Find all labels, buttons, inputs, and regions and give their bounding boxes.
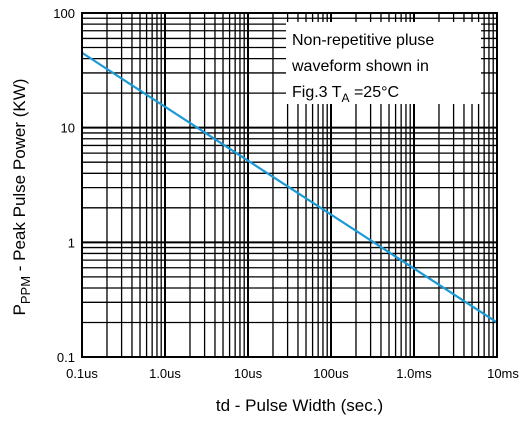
- annotation: Non-repetitive pluse waveform shown in F…: [286, 22, 481, 105]
- y-tick-label: 10: [61, 121, 75, 136]
- x-tick-label: 0.1us: [66, 366, 98, 381]
- annotation-background: [286, 22, 481, 104]
- y-tick-label: 1: [68, 235, 75, 250]
- annotation-subscript: A: [342, 91, 350, 105]
- annotation-line-3: Fig.3 TA =25°C: [292, 84, 399, 105]
- x-tick-label: 1.0ms: [396, 366, 432, 381]
- y-axis-label: PPPM - Peak Pulse Power (KW): [10, 79, 33, 316]
- x-tick-label: 100us: [313, 366, 349, 381]
- annotation-line-1: Non-repetitive pluse: [292, 32, 434, 49]
- annotation-fig-prefix: Fig.3 T: [292, 84, 342, 101]
- series-line: [81, 51, 498, 324]
- y-tick-label: 0.1: [57, 350, 75, 365]
- plot-frame: [81, 12, 498, 358]
- annotation-temperature: =25°C: [350, 84, 400, 101]
- y-axis-label-suffix: - Peak Pulse Power (KW): [10, 79, 29, 276]
- y-axis-label-prefix: P: [10, 304, 29, 315]
- x-axis-label: td - Pulse Width (sec.): [216, 396, 383, 415]
- x-tick-label: 1.0us: [149, 366, 181, 381]
- x-tick-label: 10ms: [487, 366, 519, 381]
- series-layer: [81, 51, 498, 324]
- x-tick-label: 10us: [234, 366, 263, 381]
- y-tick-label: 100: [53, 6, 75, 21]
- tick-labels: 0.1us 1.0us 10us 100us 1.0ms 10ms 0.1 1 10 100: [53, 6, 519, 381]
- y-axis-label-subscript: PPM: [18, 276, 33, 304]
- annotation-line-2: waveform shown in: [291, 58, 429, 75]
